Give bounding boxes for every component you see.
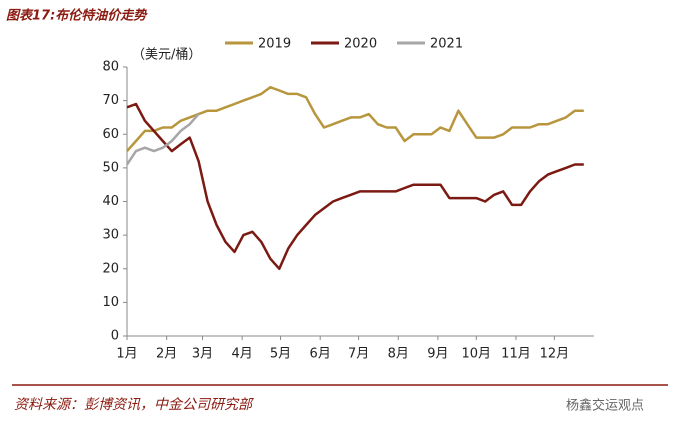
x-tick-label: 4月 (232, 347, 253, 362)
y-tick-label: 30 (102, 228, 119, 243)
y-tick-label: 10 (102, 295, 119, 310)
y-tick-label: 50 (102, 160, 119, 175)
x-tick-label: 7月 (348, 347, 369, 362)
y-tick-label: 20 (102, 261, 119, 276)
watermark: 杨鑫交运观点 (566, 398, 644, 414)
x-tick-label: 1月 (116, 347, 137, 362)
y-tick-label: 40 (102, 194, 119, 209)
legend-label: 2019 (258, 37, 291, 52)
x-tick-label: 12月 (540, 347, 570, 362)
y-tick-label: 70 (102, 93, 119, 108)
legend-label: 2020 (344, 37, 377, 52)
line-series (125, 113, 200, 166)
y-tick-label: 0 (111, 329, 119, 344)
chart-title: 图表17:布伦特油价走势 (6, 8, 148, 24)
x-tick-label: 8月 (388, 347, 409, 362)
x-tick-label: 10月 (462, 347, 492, 362)
x-tick-label: 5月 (270, 347, 291, 362)
legend-label: 2021 (430, 37, 463, 52)
y-axis-label: （美元/桶） (132, 48, 201, 63)
y-tick-label: 80 (102, 60, 119, 75)
line-series (126, 85, 584, 152)
y-tick-label: 60 (102, 127, 119, 142)
x-tick-label: 2月 (156, 347, 177, 362)
line-series (126, 102, 584, 271)
x-tick-label: 3月 (192, 347, 213, 362)
source: 资料来源：彭博资讯，中金公司研究部 (14, 397, 254, 413)
x-tick-label: 6月 (310, 347, 331, 362)
x-tick-label: 9月 (427, 347, 448, 362)
x-tick-label: 11月 (501, 347, 531, 362)
